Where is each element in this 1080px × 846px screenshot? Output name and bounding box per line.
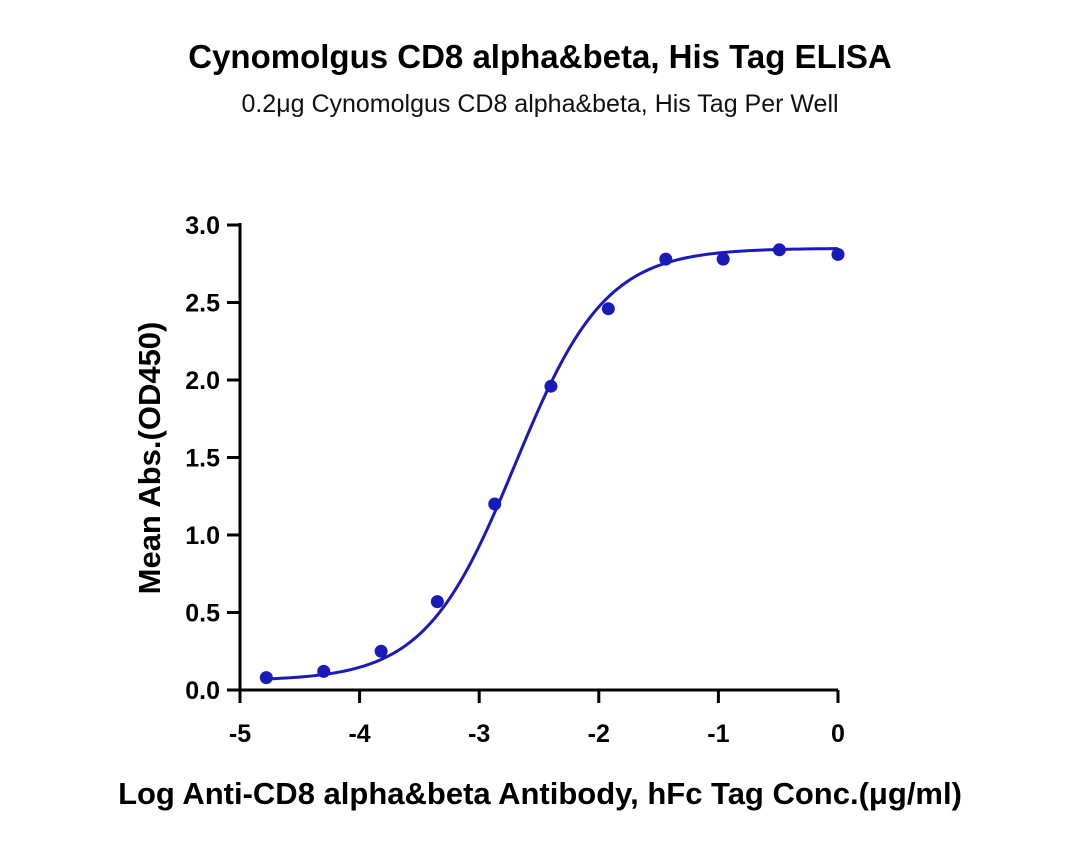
fit-curve: [266, 247, 839, 681]
data-point: [831, 247, 845, 261]
y-tick-label: 1.5: [185, 445, 220, 473]
x-tick-label: -2: [588, 720, 610, 748]
data-point: [317, 664, 331, 678]
data-point: [259, 671, 273, 685]
data-point: [544, 379, 558, 393]
y-tick-label: 3.0: [185, 212, 220, 240]
chart-title: Cynomolgus CD8 alpha&beta, His Tag ELISA: [188, 38, 892, 75]
x-tick-label: -1: [707, 720, 729, 748]
y-tick-label: 0.5: [185, 600, 220, 628]
x-axis-label: Log Anti-CD8 alpha&beta Antibody, hFc Ta…: [118, 776, 962, 811]
data-point: [430, 595, 444, 609]
y-tick-label: 2.5: [185, 290, 220, 318]
x-tick-label: -3: [468, 720, 490, 748]
y-tick-label: 2.0: [185, 367, 220, 395]
y-tick-label: 1.0: [185, 522, 220, 550]
chart-subtitle: 0.2μg Cynomolgus CD8 alpha&beta, His Tag…: [241, 90, 839, 118]
y-tick-label: 0.0: [185, 677, 220, 705]
fit-curve-layer: [266, 247, 839, 681]
data-points-layer: [259, 243, 845, 685]
data-point: [374, 644, 388, 658]
data-point: [716, 252, 730, 266]
x-tick-label: -5: [229, 720, 251, 748]
x-tick-label: -4: [348, 720, 370, 748]
axes: 0.0 0.5 1.0 1.5 2.0 2.5 3.0 -5 -4 -3 -2 -1 0: [185, 212, 845, 748]
data-point: [772, 243, 786, 257]
data-point: [601, 302, 615, 316]
x-tick-label: 0: [831, 720, 845, 748]
y-axis-label: Mean Abs.(OD450): [132, 322, 167, 595]
data-point: [659, 252, 673, 266]
data-point: [488, 497, 502, 511]
